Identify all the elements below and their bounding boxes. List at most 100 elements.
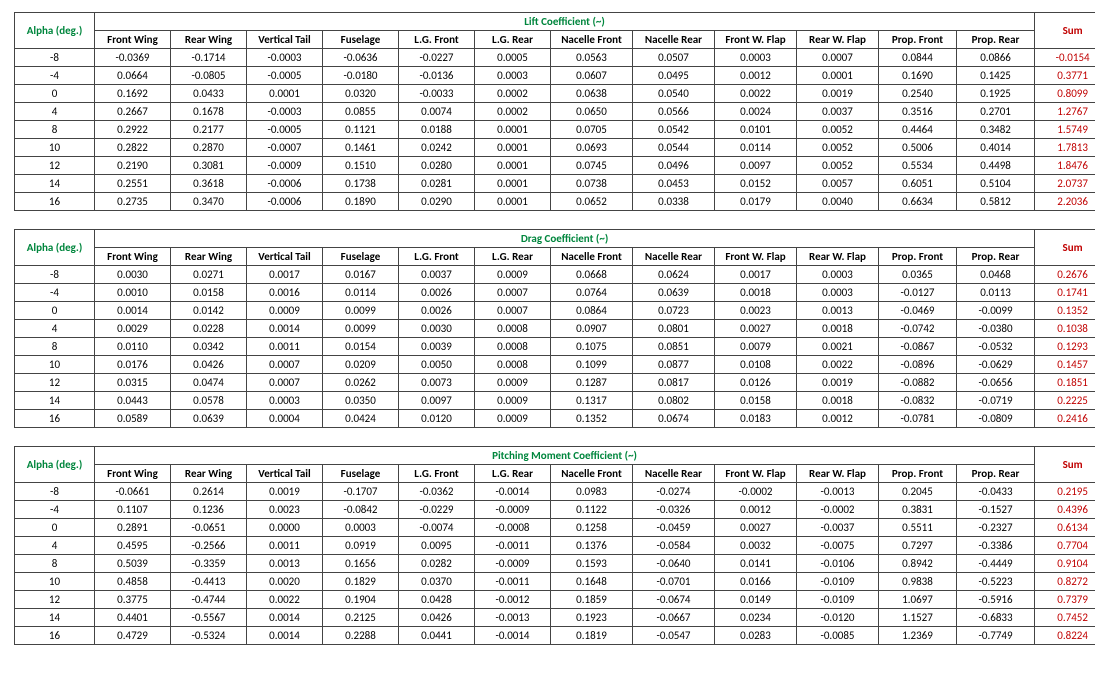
value-cell: -0.0229 bbox=[399, 501, 475, 519]
value-cell: 0.0542 bbox=[633, 121, 715, 139]
alpha-cell: 14 bbox=[15, 175, 95, 193]
table-row: 120.21900.3081-0.00090.15100.02800.00010… bbox=[15, 157, 1095, 175]
value-cell: 0.0589 bbox=[95, 410, 171, 428]
alpha-cell: 0 bbox=[15, 519, 95, 537]
value-cell: 1.2369 bbox=[879, 627, 957, 645]
value-cell: 0.1107 bbox=[95, 501, 171, 519]
value-cell: 0.0009 bbox=[475, 374, 551, 392]
value-cell: 0.1317 bbox=[551, 392, 633, 410]
value-cell: -0.0701 bbox=[633, 573, 715, 591]
value-cell: -0.0006 bbox=[247, 193, 323, 211]
value-cell: 0.0496 bbox=[633, 157, 715, 175]
value-cell: -0.0674 bbox=[633, 591, 715, 609]
value-cell: 0.1678 bbox=[171, 103, 247, 121]
value-cell: 0.6051 bbox=[879, 175, 957, 193]
value-cell: 0.0426 bbox=[171, 356, 247, 374]
column-header: Prop. Front bbox=[879, 248, 957, 266]
value-cell: -0.0896 bbox=[879, 356, 957, 374]
sum-cell: 0.9104 bbox=[1035, 555, 1095, 573]
column-header: Rear W. Flap bbox=[797, 31, 879, 49]
value-cell: 0.0114 bbox=[323, 284, 399, 302]
value-cell: -0.0009 bbox=[247, 157, 323, 175]
value-cell: 0.3831 bbox=[879, 501, 957, 519]
sum-cell: 0.7704 bbox=[1035, 537, 1095, 555]
alpha-cell: 16 bbox=[15, 193, 95, 211]
sum-cell: 0.3771 bbox=[1035, 67, 1095, 85]
value-cell: 0.0320 bbox=[323, 85, 399, 103]
value-cell: 1.0697 bbox=[879, 591, 957, 609]
value-cell: 0.0705 bbox=[551, 121, 633, 139]
value-cell: 0.0011 bbox=[247, 338, 323, 356]
sum-cell: 0.1293 bbox=[1035, 338, 1095, 356]
value-cell: 0.1692 bbox=[95, 85, 171, 103]
value-cell: 0.1510 bbox=[323, 157, 399, 175]
value-cell: 0.0097 bbox=[715, 157, 797, 175]
value-cell: -0.0120 bbox=[797, 609, 879, 627]
alpha-cell: -4 bbox=[15, 501, 95, 519]
value-cell: 0.0021 bbox=[797, 338, 879, 356]
value-cell: 0.2190 bbox=[95, 157, 171, 175]
value-cell: 0.0282 bbox=[399, 555, 475, 573]
sum-cell: 1.8476 bbox=[1035, 157, 1095, 175]
value-cell: 0.2125 bbox=[323, 609, 399, 627]
alpha-cell: 0 bbox=[15, 302, 95, 320]
value-cell: 0.0027 bbox=[715, 519, 797, 537]
alpha-cell: 8 bbox=[15, 555, 95, 573]
value-cell: 0.1122 bbox=[551, 501, 633, 519]
value-cell: -0.0380 bbox=[957, 320, 1035, 338]
value-cell: 0.9838 bbox=[879, 573, 957, 591]
value-cell: 0.0019 bbox=[797, 85, 879, 103]
column-header: L.G. Rear bbox=[475, 31, 551, 49]
sum-cell: 0.8272 bbox=[1035, 573, 1095, 591]
alpha-cell: -8 bbox=[15, 483, 95, 501]
value-cell: 0.1461 bbox=[323, 139, 399, 157]
value-cell: 0.0188 bbox=[399, 121, 475, 139]
sum-cell: 0.8224 bbox=[1035, 627, 1095, 645]
table-row: 00.2891-0.06510.00000.0003-0.0074-0.0008… bbox=[15, 519, 1095, 537]
value-cell: -0.0651 bbox=[171, 519, 247, 537]
value-cell: 0.0723 bbox=[633, 302, 715, 320]
value-cell: 0.0032 bbox=[715, 537, 797, 555]
section-title: Drag Coefficient (~) bbox=[95, 230, 1035, 248]
sum-cell: 0.7379 bbox=[1035, 591, 1095, 609]
alpha-cell: -4 bbox=[15, 284, 95, 302]
column-header: L.G. Rear bbox=[475, 248, 551, 266]
value-cell: 0.0176 bbox=[95, 356, 171, 374]
table-row: 160.27350.3470-0.00060.18900.02900.00010… bbox=[15, 193, 1095, 211]
value-cell: -0.0742 bbox=[879, 320, 957, 338]
value-cell: -0.0326 bbox=[633, 501, 715, 519]
value-cell: 0.0209 bbox=[323, 356, 399, 374]
alpha-cell: -8 bbox=[15, 266, 95, 284]
value-cell: 0.0365 bbox=[879, 266, 957, 284]
value-cell: 0.0002 bbox=[475, 85, 551, 103]
column-header: Front W. Flap bbox=[715, 31, 797, 49]
value-cell: 0.0014 bbox=[247, 627, 323, 645]
table-row: 120.03150.04740.00070.02620.00730.00090.… bbox=[15, 374, 1095, 392]
value-cell: 0.0030 bbox=[95, 266, 171, 284]
value-cell: -0.0667 bbox=[633, 609, 715, 627]
value-cell: 0.0141 bbox=[715, 555, 797, 573]
value-cell: 0.0802 bbox=[633, 392, 715, 410]
value-cell: -0.0433 bbox=[957, 483, 1035, 501]
value-cell: 0.0108 bbox=[715, 356, 797, 374]
value-cell: 0.0007 bbox=[475, 284, 551, 302]
value-cell: 0.0638 bbox=[551, 85, 633, 103]
value-cell: 0.0018 bbox=[797, 320, 879, 338]
value-cell: 0.0113 bbox=[957, 284, 1035, 302]
value-cell: 0.0474 bbox=[171, 374, 247, 392]
value-cell: -0.0002 bbox=[797, 501, 879, 519]
value-cell: -0.0459 bbox=[633, 519, 715, 537]
value-cell: 0.1890 bbox=[323, 193, 399, 211]
sum-cell: 0.1851 bbox=[1035, 374, 1095, 392]
value-cell: -0.0547 bbox=[633, 627, 715, 645]
value-cell: 0.0443 bbox=[95, 392, 171, 410]
value-cell: 0.0095 bbox=[399, 537, 475, 555]
value-cell: 0.0003 bbox=[475, 67, 551, 85]
value-cell: -0.0362 bbox=[399, 483, 475, 501]
value-cell: 0.0283 bbox=[715, 627, 797, 645]
value-cell: 0.0018 bbox=[797, 392, 879, 410]
value-cell: -0.0013 bbox=[797, 483, 879, 501]
alpha-header: Alpha (deg.) bbox=[15, 13, 95, 49]
table-row: 160.05890.06390.00040.04240.01200.00090.… bbox=[15, 410, 1095, 428]
table-row: 100.28220.2870-0.00070.14610.02420.00010… bbox=[15, 139, 1095, 157]
